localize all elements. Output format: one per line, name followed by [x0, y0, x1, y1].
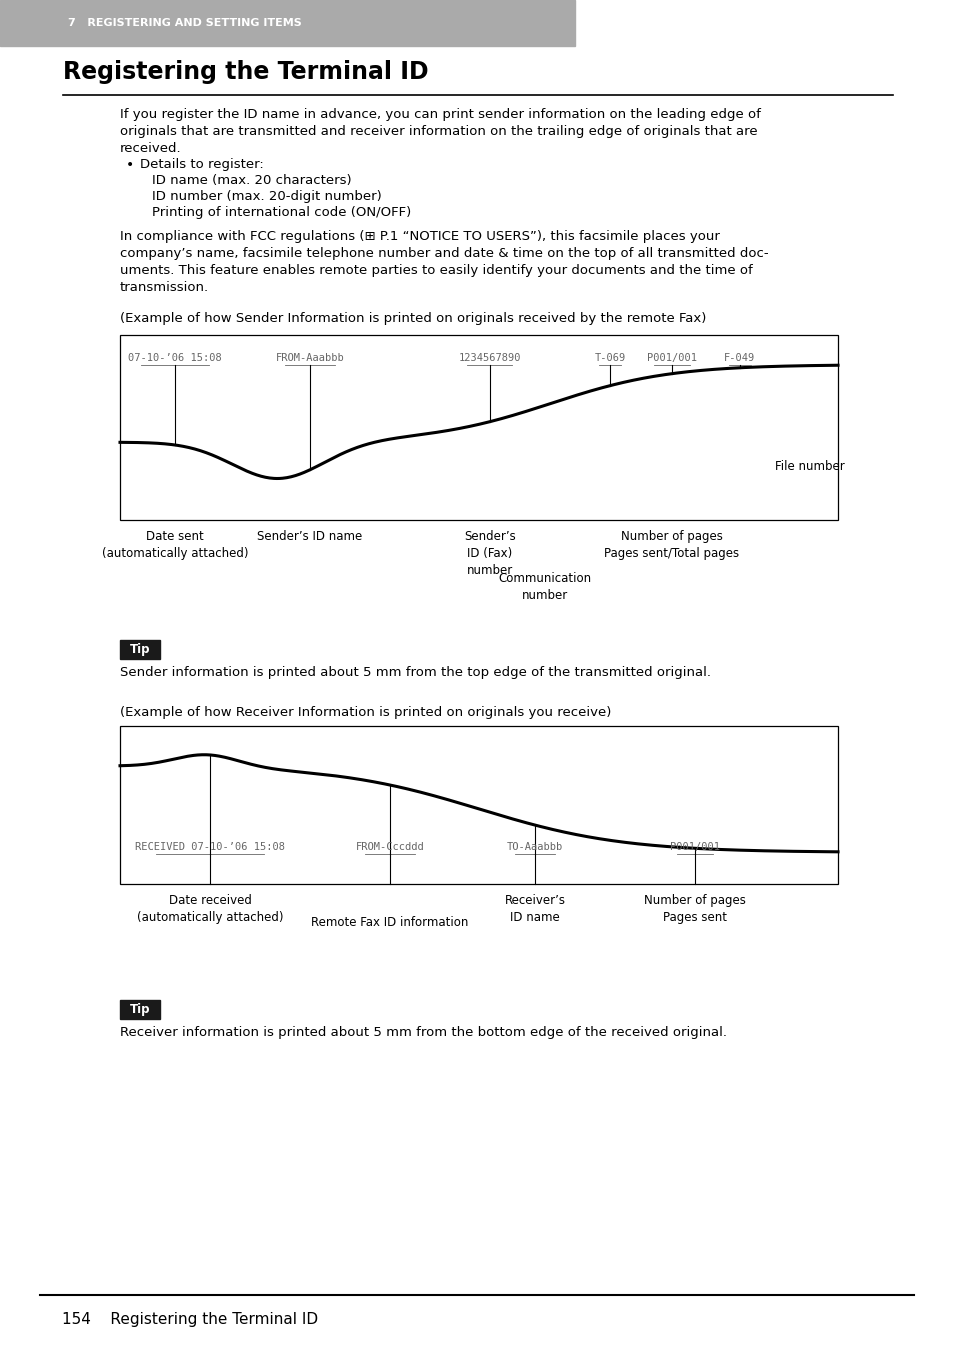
Text: 154    Registering the Terminal ID: 154 Registering the Terminal ID: [62, 1312, 317, 1326]
Bar: [120, 727, 837, 884]
Text: Sender’s ID name: Sender’s ID name: [257, 530, 362, 543]
Text: In compliance with FCC regulations (⊞ P.1 “NOTICE TO USERS”), this facsimile pla: In compliance with FCC regulations (⊞ P.…: [120, 231, 768, 294]
Text: TO-Aaabbb: TO-Aaabbb: [506, 842, 562, 852]
Text: P001/001: P001/001: [646, 353, 697, 363]
Text: F-049: F-049: [723, 353, 755, 363]
Text: Date sent
(automatically attached): Date sent (automatically attached): [102, 530, 248, 559]
Text: Tip: Tip: [130, 643, 150, 656]
Text: FROM-Aaabbb: FROM-Aaabbb: [275, 353, 344, 363]
Text: Printing of international code (ON/OFF): Printing of international code (ON/OFF): [152, 206, 411, 218]
Text: If you register the ID name in advance, you can print sender information on the : If you register the ID name in advance, …: [120, 108, 760, 155]
Text: ID number (max. 20-digit number): ID number (max. 20-digit number): [152, 190, 381, 204]
Text: 1234567890: 1234567890: [458, 353, 520, 363]
Text: Receiver information is printed about 5 mm from the bottom edge of the received : Receiver information is printed about 5 …: [120, 1026, 726, 1039]
Text: 07-10-’06 15:08: 07-10-’06 15:08: [128, 353, 222, 363]
Text: Remote Fax ID information: Remote Fax ID information: [311, 917, 468, 929]
Text: (Example of how Sender Information is printed on originals received by the remot: (Example of how Sender Information is pr…: [120, 311, 705, 325]
Text: ID name (max. 20 characters): ID name (max. 20 characters): [152, 174, 352, 187]
Text: (Example of how Receiver Information is printed on originals you receive): (Example of how Receiver Information is …: [120, 706, 611, 718]
Text: Registering the Terminal ID: Registering the Terminal ID: [63, 61, 428, 84]
Text: File number: File number: [774, 460, 843, 473]
Text: Sender’s
ID (Fax)
number: Sender’s ID (Fax) number: [464, 530, 516, 577]
Text: T-069: T-069: [594, 353, 625, 363]
Text: Number of pages
Pages sent: Number of pages Pages sent: [643, 894, 745, 923]
Text: Date received
(automatically attached): Date received (automatically attached): [136, 894, 283, 923]
Text: 7   REGISTERING AND SETTING ITEMS: 7 REGISTERING AND SETTING ITEMS: [68, 18, 301, 28]
Text: FROM-Cccddd: FROM-Cccddd: [355, 842, 424, 852]
Bar: [0, 0, 575, 46]
Text: Number of pages
Pages sent/Total pages: Number of pages Pages sent/Total pages: [604, 530, 739, 559]
Text: Sender information is printed about 5 mm from the top edge of the transmitted or: Sender information is printed about 5 mm…: [120, 666, 710, 679]
Text: Communication
number: Communication number: [497, 572, 591, 603]
Text: Tip: Tip: [130, 1003, 150, 1016]
Bar: [120, 1000, 160, 1019]
Text: P001/001: P001/001: [669, 842, 720, 852]
Text: RECEIVED 07-10-’06 15:08: RECEIVED 07-10-’06 15:08: [135, 842, 285, 852]
Text: Details to register:: Details to register:: [140, 158, 263, 171]
Bar: [120, 640, 160, 659]
Bar: [120, 336, 837, 520]
Text: Receiver’s
ID name: Receiver’s ID name: [504, 894, 565, 923]
Text: •: •: [126, 158, 134, 173]
